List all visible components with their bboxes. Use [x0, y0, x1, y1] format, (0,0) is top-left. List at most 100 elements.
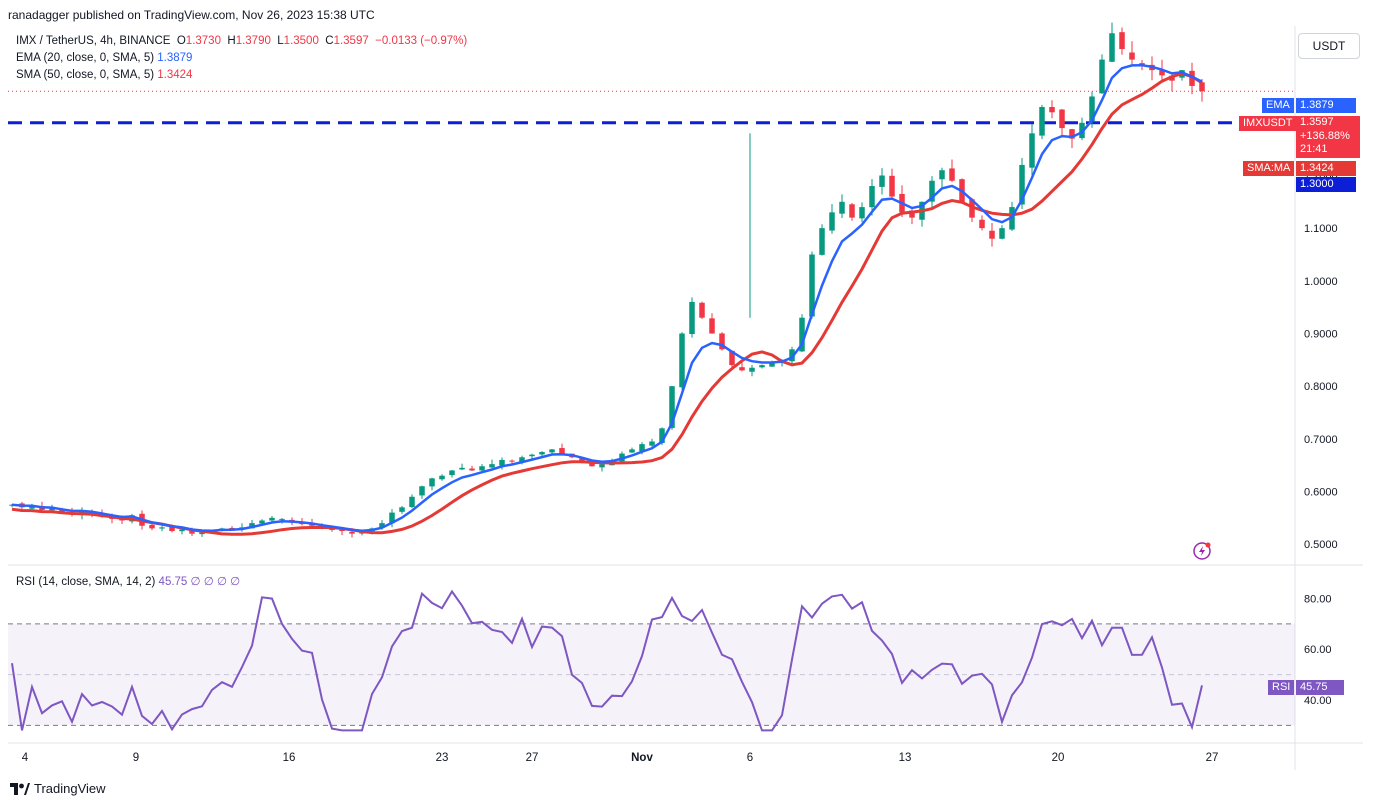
- candle-body[interactable]: [1049, 107, 1055, 113]
- candle-body[interactable]: [239, 527, 245, 530]
- candle-body[interactable]: [539, 452, 545, 455]
- ema-legend[interactable]: EMA (20, close, 0, SMA, 5) 1.3879: [16, 52, 192, 64]
- candle-body[interactable]: [339, 529, 345, 532]
- candle-body[interactable]: [669, 386, 675, 428]
- candle-body[interactable]: [59, 508, 65, 513]
- candle-body[interactable]: [1109, 33, 1115, 62]
- candle-body[interactable]: [919, 201, 925, 220]
- candle-body[interactable]: [799, 317, 805, 352]
- candle-body[interactable]: [79, 511, 85, 516]
- candle-body[interactable]: [559, 448, 565, 454]
- candle-body[interactable]: [779, 359, 785, 362]
- candle-body[interactable]: [499, 459, 505, 466]
- candle-body[interactable]: [619, 453, 625, 462]
- candle-body[interactable]: [279, 518, 285, 520]
- candle-body[interactable]: [49, 508, 55, 511]
- candle-body[interactable]: [219, 528, 225, 531]
- candle-body[interactable]: [839, 201, 845, 214]
- candle-body[interactable]: [739, 367, 745, 371]
- candle-body[interactable]: [679, 333, 685, 388]
- candle-body[interactable]: [1119, 32, 1125, 50]
- candle-body[interactable]: [1099, 59, 1105, 94]
- candle-body[interactable]: [379, 523, 385, 528]
- candle-body[interactable]: [439, 475, 445, 480]
- candle-body[interactable]: [9, 504, 15, 506]
- candle-body[interactable]: [1139, 63, 1145, 65]
- candle-body[interactable]: [1059, 109, 1065, 129]
- candle-body[interactable]: [139, 513, 145, 526]
- candle-body[interactable]: [959, 179, 965, 202]
- candle-body[interactable]: [1029, 133, 1035, 168]
- candle-body[interactable]: [889, 175, 895, 197]
- candle-body[interactable]: [1189, 70, 1195, 86]
- candle-body[interactable]: [129, 515, 135, 522]
- candle-body[interactable]: [819, 228, 825, 255]
- candle-body[interactable]: [979, 219, 985, 229]
- candle-body[interactable]: [19, 503, 25, 508]
- candle-body[interactable]: [759, 365, 765, 368]
- candle-body[interactable]: [659, 428, 665, 444]
- candle-body[interactable]: [469, 468, 475, 471]
- candle-body[interactable]: [179, 529, 185, 532]
- candle-body[interactable]: [549, 449, 555, 453]
- candle-body[interactable]: [459, 467, 465, 470]
- candle-body[interactable]: [519, 457, 525, 463]
- candle-body[interactable]: [629, 449, 635, 453]
- candle-body[interactable]: [169, 526, 175, 532]
- candle-body[interactable]: [39, 506, 45, 510]
- candle-body[interactable]: [529, 454, 535, 457]
- candle-body[interactable]: [1079, 122, 1085, 139]
- candle-body[interactable]: [949, 168, 955, 181]
- symbol-legend[interactable]: IMX / TetherUS, 4h, BINANCE O1.3730 H1.3…: [16, 35, 467, 47]
- candle-body[interactable]: [769, 362, 775, 367]
- candle-body[interactable]: [429, 478, 435, 487]
- candle-body[interactable]: [89, 511, 95, 514]
- candle-body[interactable]: [299, 522, 305, 525]
- candle-body[interactable]: [809, 254, 815, 317]
- candle-body[interactable]: [419, 486, 425, 496]
- candle-body[interactable]: [259, 520, 265, 524]
- candle-body[interactable]: [509, 460, 515, 462]
- candle-body[interactable]: [199, 532, 205, 535]
- candle-body[interactable]: [159, 527, 165, 529]
- candle-body[interactable]: [319, 525, 325, 529]
- candle-body[interactable]: [119, 517, 125, 521]
- currency-button[interactable]: USDT: [1298, 33, 1360, 59]
- candle-body[interactable]: [789, 349, 795, 362]
- candle-body[interactable]: [989, 230, 995, 239]
- candle-body[interactable]: [1019, 164, 1025, 205]
- candle-body[interactable]: [609, 459, 615, 466]
- candle-body[interactable]: [209, 531, 215, 533]
- candle-body[interactable]: [569, 453, 575, 458]
- footer-brand[interactable]: TradingView: [10, 781, 106, 796]
- candle-body[interactable]: [939, 170, 945, 180]
- candle-body[interactable]: [369, 528, 375, 532]
- candle-body[interactable]: [99, 513, 105, 517]
- candle-body[interactable]: [329, 528, 335, 530]
- candle-body[interactable]: [359, 532, 365, 534]
- candle-body[interactable]: [999, 228, 1005, 239]
- candle-body[interactable]: [109, 515, 115, 519]
- candle-body[interactable]: [309, 522, 315, 526]
- candle-body[interactable]: [1179, 70, 1185, 78]
- candle-body[interactable]: [709, 318, 715, 334]
- candle-body[interactable]: [29, 506, 35, 509]
- candle-body[interactable]: [479, 466, 485, 471]
- candle-body[interactable]: [149, 524, 155, 529]
- rsi-line[interactable]: [11, 589, 1203, 732]
- candle-body[interactable]: [639, 444, 645, 452]
- candle-body[interactable]: [409, 496, 415, 508]
- candle-body[interactable]: [729, 350, 735, 366]
- candle-body[interactable]: [1089, 96, 1095, 122]
- candle-body[interactable]: [269, 517, 275, 521]
- candle-body[interactable]: [229, 527, 235, 530]
- candle-body[interactable]: [1149, 64, 1155, 71]
- candle-body[interactable]: [849, 204, 855, 218]
- sma-legend[interactable]: SMA (50, close, 0, SMA, 5) 1.3424: [16, 69, 192, 81]
- candle-body[interactable]: [489, 464, 495, 468]
- candle-body[interactable]: [649, 441, 655, 446]
- sma-line[interactable]: [11, 72, 1203, 536]
- candle-body[interactable]: [969, 199, 975, 218]
- candle-body[interactable]: [599, 464, 605, 468]
